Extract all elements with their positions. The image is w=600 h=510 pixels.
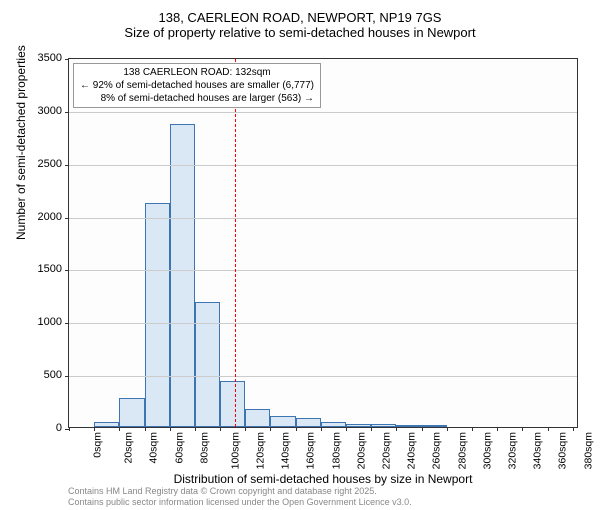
annotation-box: 138 CAERLEON ROAD: 132sqm ← 92% of semi-…: [73, 63, 321, 108]
bars-group: [69, 59, 577, 427]
ytick-label: 3500: [38, 52, 62, 64]
annotation-line3: 8% of semi-detached houses are larger (5…: [80, 92, 314, 105]
ytick-mark: [65, 218, 69, 219]
histogram-bar: [371, 424, 396, 427]
y-axis-title: Number of semi-detached properties: [14, 45, 28, 240]
xtick-label: 180sqm: [330, 432, 342, 469]
histogram-bar: [321, 422, 346, 427]
chart-container: 138, CAERLEON ROAD, NEWPORT, NP19 7GS Si…: [0, 10, 600, 510]
ytick-mark: [65, 323, 69, 324]
ytick-mark: [65, 376, 69, 377]
ytick-label: 1500: [38, 263, 62, 275]
ytick-label: 1000: [38, 316, 62, 328]
xtick-label: 20sqm: [123, 432, 135, 464]
reference-vline: [235, 59, 236, 427]
xtick-label: 40sqm: [148, 432, 160, 464]
xtick-label: 160sqm: [305, 432, 317, 469]
xtick-label: 280sqm: [456, 432, 468, 469]
ytick-mark: [65, 165, 69, 166]
footer-line2: Contains public sector information licen…: [68, 497, 412, 508]
gridline-h: [69, 376, 577, 377]
histogram-bar: [195, 302, 220, 427]
ytick-label: 2500: [38, 158, 62, 170]
xtick-label: 320sqm: [506, 432, 518, 469]
histogram-bar: [94, 422, 119, 427]
plot-area: 138 CAERLEON ROAD: 132sqm ← 92% of semi-…: [68, 58, 578, 428]
histogram-bar: [170, 124, 195, 427]
annotation-line2: ← 92% of semi-detached houses are smalle…: [80, 79, 314, 92]
histogram-bar: [220, 381, 245, 428]
xtick-label: 0sqm: [92, 432, 104, 458]
xtick-label: 60sqm: [173, 432, 185, 464]
histogram-bar: [119, 398, 144, 427]
ytick-mark: [65, 112, 69, 113]
xtick-label: 120sqm: [254, 432, 266, 469]
xtick-label: 360sqm: [557, 432, 569, 469]
histogram-bar: [396, 425, 421, 427]
histogram-bar: [296, 418, 321, 428]
xtick-label: 260sqm: [431, 432, 443, 469]
ytick-label: 0: [56, 422, 62, 434]
xtick-label: 200sqm: [355, 432, 367, 469]
xtick-label: 380sqm: [582, 432, 594, 469]
annotation-line1: 138 CAERLEON ROAD: 132sqm: [80, 66, 314, 79]
xtick-label: 100sqm: [229, 432, 241, 469]
xtick-label: 340sqm: [532, 432, 544, 469]
gridline-h: [69, 270, 577, 271]
histogram-bar: [270, 416, 295, 427]
xtick-label: 80sqm: [198, 432, 210, 464]
ytick-mark: [65, 59, 69, 60]
chart-title-line1: 138, CAERLEON ROAD, NEWPORT, NP19 7GS: [0, 10, 600, 25]
ytick-label: 500: [44, 369, 62, 381]
gridline-h: [69, 165, 577, 166]
histogram-bar: [145, 203, 170, 427]
chart-title-line2: Size of property relative to semi-detach…: [0, 25, 600, 40]
histogram-bar: [422, 425, 447, 427]
footer-attribution: Contains HM Land Registry data © Crown c…: [68, 486, 412, 508]
ytick-label: 2000: [38, 211, 62, 223]
y-axis-labels: 0500100015002000250030003500: [0, 58, 66, 428]
gridline-h: [69, 218, 577, 219]
histogram-bar: [346, 424, 371, 427]
gridline-h: [69, 323, 577, 324]
xtick-label: 240sqm: [406, 432, 418, 469]
xtick-label: 220sqm: [380, 432, 392, 469]
xtick-label: 140sqm: [280, 432, 292, 469]
ytick-label: 3000: [38, 105, 62, 117]
footer-line1: Contains HM Land Registry data © Crown c…: [68, 486, 412, 497]
xtick-label: 300sqm: [481, 432, 493, 469]
x-axis-title: Distribution of semi-detached houses by …: [68, 472, 578, 486]
ytick-mark: [65, 270, 69, 271]
gridline-h: [69, 112, 577, 113]
histogram-bar: [245, 409, 270, 427]
